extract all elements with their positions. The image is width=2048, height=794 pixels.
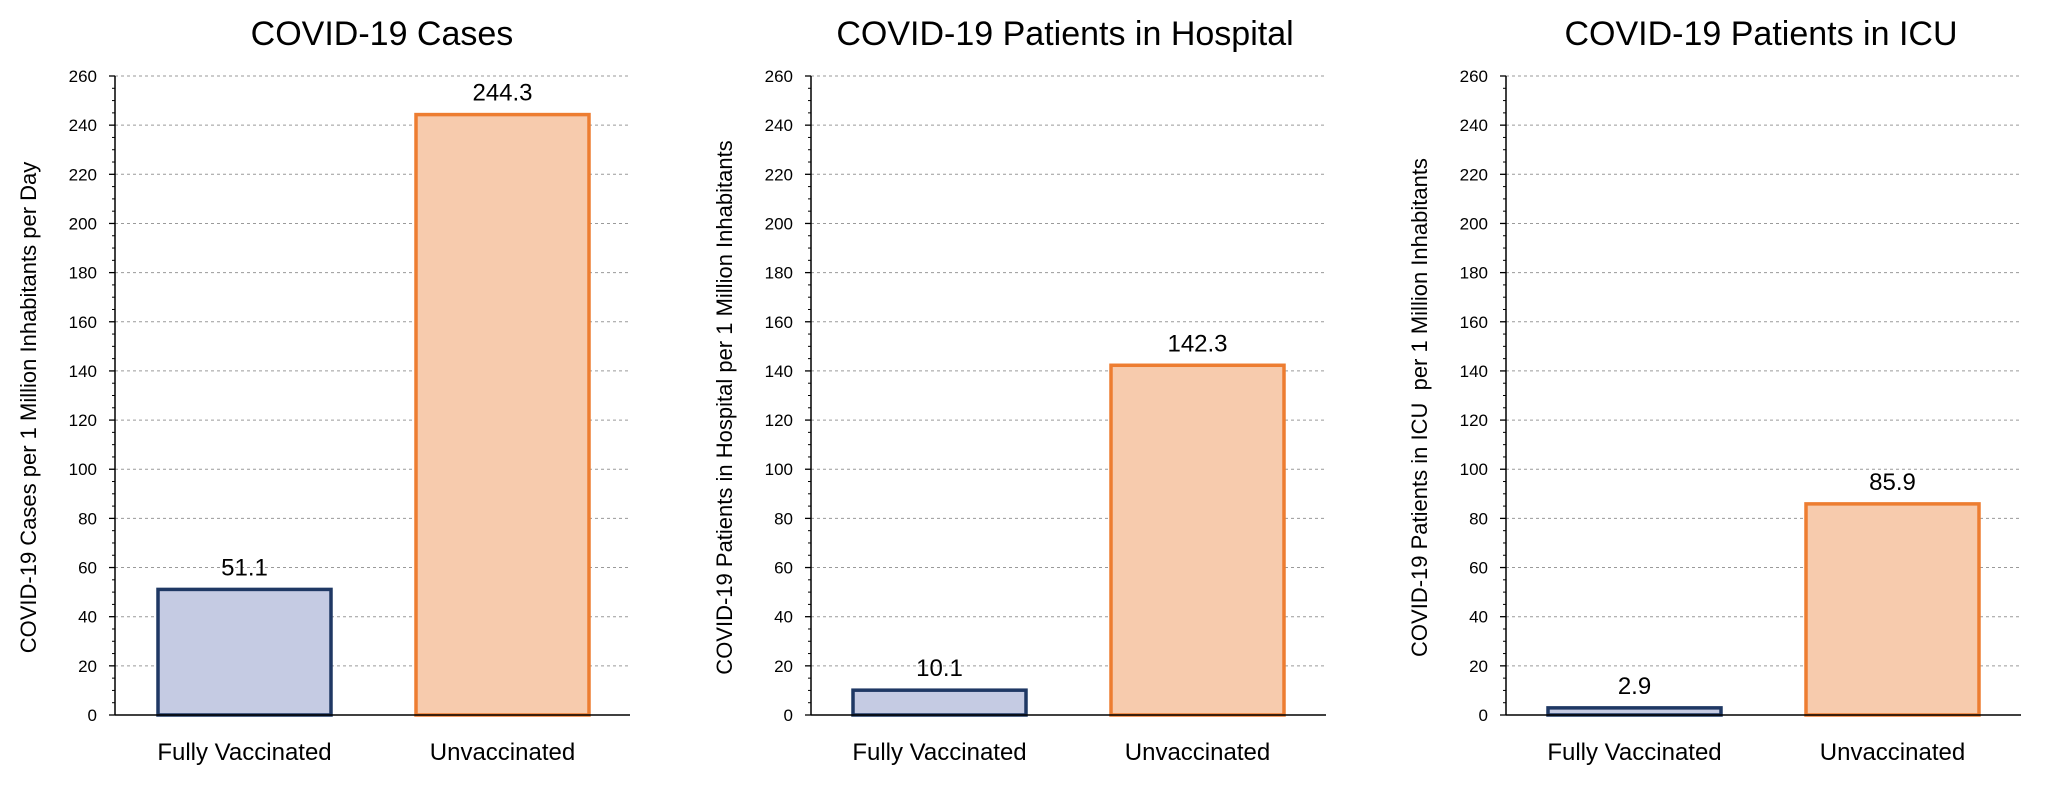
chart-title: COVID-19 Cases <box>251 15 514 53</box>
x-category-label: Fully Vaccinated <box>157 739 331 766</box>
y-tick-label: 40 <box>78 608 97 627</box>
y-tick-label: 240 <box>765 116 793 135</box>
chart-panel-2: COVID-19 Patients in Hospital 0 20 40 60 80 10… <box>712 15 1326 766</box>
y-tick-label: 100 <box>69 460 97 479</box>
y-tick-label: 220 <box>765 165 793 184</box>
chart-title: COVID-19 Patients in ICU <box>1564 15 1957 53</box>
y-tick-label: 180 <box>765 264 793 283</box>
y-tick-label: 100 <box>765 460 793 479</box>
y-tick-label: 0 <box>784 706 793 725</box>
bar-fully-vaccinated <box>851 688 1028 717</box>
y-axis-label: COVID-19 Cases per 1 Million Inhabitants… <box>16 162 41 654</box>
chart-panel-3: COVID-19 Patients in ICU 0 20 40 60 80 100 120 1… <box>1407 15 2021 766</box>
y-axis-label: COVID-19 Patients in Hospital per 1 Mill… <box>712 140 737 674</box>
y-tick-label: 80 <box>1469 509 1488 528</box>
y-tick-label: 140 <box>1460 362 1488 381</box>
y-tick-label: 0 <box>88 706 97 725</box>
y-tick-label: 60 <box>78 559 97 578</box>
y-tick-label: 200 <box>1460 214 1488 233</box>
chart-title: COVID-19 Patients in Hospital <box>836 15 1293 53</box>
y-tick-label: 200 <box>765 214 793 233</box>
y-tick-label: 240 <box>69 116 97 135</box>
y-tick-label: 160 <box>1460 313 1488 332</box>
bar-fully-vaccinated <box>156 587 333 717</box>
y-tick-label: 260 <box>1460 67 1488 86</box>
y-tick-label: 220 <box>69 165 97 184</box>
data-label: 2.9 <box>1618 673 1651 700</box>
y-tick-label: 60 <box>774 559 793 578</box>
y-tick-label: 160 <box>69 313 97 332</box>
data-label: 244.3 <box>472 80 532 107</box>
data-label: 142.3 <box>1167 330 1227 357</box>
y-tick-label: 260 <box>765 67 793 86</box>
y-tick-label: 40 <box>1469 608 1488 627</box>
data-label: 51.1 <box>221 554 268 581</box>
y-tick-label: 80 <box>774 509 793 528</box>
bar-unvaccinated <box>414 112 591 717</box>
y-tick-label: 20 <box>78 657 97 676</box>
y-tick-label: 0 <box>1479 706 1488 725</box>
y-axis-label: COVID-19 Patients in ICU per 1 Million I… <box>1407 158 1432 657</box>
y-tick-label: 180 <box>69 264 97 283</box>
y-tick-label: 100 <box>1460 460 1488 479</box>
y-tick-label: 240 <box>1460 116 1488 135</box>
x-category-label: Fully Vaccinated <box>852 739 1026 766</box>
y-tick-label: 260 <box>69 67 97 86</box>
y-tick-label: 120 <box>69 411 97 430</box>
x-category-label: Unvaccinated <box>1820 739 1965 766</box>
y-tick-label: 40 <box>774 608 793 627</box>
y-tick-label: 160 <box>765 313 793 332</box>
y-tick-label: 140 <box>69 362 97 381</box>
y-tick-label: 220 <box>1460 165 1488 184</box>
y-tick-label: 120 <box>1460 411 1488 430</box>
bar-unvaccinated <box>1109 363 1286 717</box>
data-label: 10.1 <box>916 655 963 682</box>
x-category-label: Unvaccinated <box>1125 739 1270 766</box>
x-category-label: Unvaccinated <box>430 739 575 766</box>
x-category-label: Fully Vaccinated <box>1547 739 1721 766</box>
y-tick-label: 80 <box>78 509 97 528</box>
y-tick-label: 60 <box>1469 559 1488 578</box>
data-label: 85.9 <box>1869 469 1916 496</box>
chart-panel-1: COVID-19 Cases 0 20 40 60 80 100 120 140 160 180 20… <box>16 15 630 766</box>
y-tick-label: 120 <box>765 411 793 430</box>
y-tick-label: 20 <box>1469 657 1488 676</box>
y-tick-label: 20 <box>774 657 793 676</box>
y-tick-label: 180 <box>1460 264 1488 283</box>
bar-fully-vaccinated <box>1546 706 1723 717</box>
bar-unvaccinated <box>1804 502 1981 717</box>
y-tick-label: 200 <box>69 214 97 233</box>
y-tick-label: 140 <box>765 362 793 381</box>
